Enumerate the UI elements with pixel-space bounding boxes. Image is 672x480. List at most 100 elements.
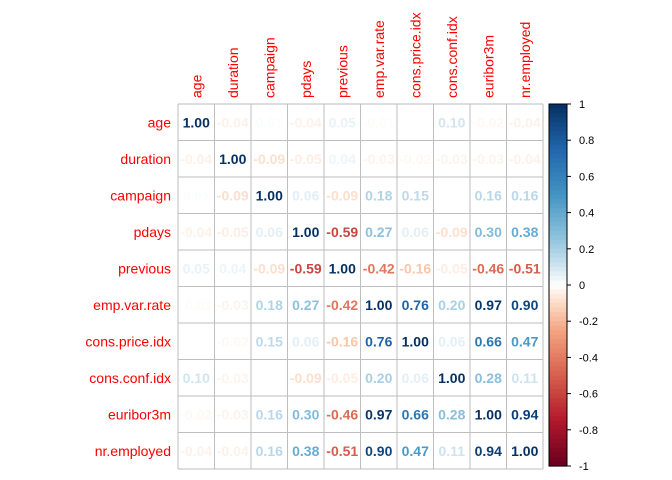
column-label-duration: duration [225, 47, 241, 98]
value-cons.price.idx-euribor3m: 0.66 [475, 333, 502, 349]
cell-nr.employed-euribor3m [470, 432, 507, 469]
colorbar-segment [549, 416, 567, 422]
cell-euribor3m-nr.employed [506, 396, 543, 433]
value-emp.var.rate-cons.price.idx: 0.76 [402, 297, 429, 313]
colorbar-segment [549, 357, 567, 363]
value-cons.price.idx-emp.var.rate: 0.76 [365, 333, 392, 349]
cell-cons.conf.idx-euribor3m [470, 359, 507, 396]
colorbar-segment [549, 407, 567, 413]
value-previous-pdays: -0.59 [290, 260, 322, 276]
cell-pdays-duration [214, 213, 251, 250]
cell-previous-pdays [287, 250, 324, 287]
cell-duration-cons.price.idx [397, 140, 434, 177]
value-previous-age: 0.05 [183, 260, 210, 276]
value-euribor3m-age: -0.02 [180, 406, 212, 422]
cell-values: 1.00 -0.04 0.01 -0.04 0.05 -0.01 0.00 0.10 -0.02… [180, 114, 541, 459]
value-nr.employed-cons.price.idx: 0.47 [402, 443, 429, 459]
colorbar-segment [549, 452, 567, 458]
value-euribor3m-cons.conf.idx: 0.28 [438, 406, 465, 422]
cell-euribor3m-age [178, 396, 215, 433]
value-emp.var.rate-pdays: 0.27 [292, 297, 319, 313]
colorbar-tick-label: 0 [579, 280, 585, 292]
cell-cons.price.idx-duration [214, 323, 251, 360]
colorbar-segment [549, 348, 567, 354]
cell-pdays-cons.conf.idx [433, 213, 470, 250]
cell-age-cons.conf.idx [433, 104, 470, 141]
row-label-emp.var.rate: emp.var.rate [93, 297, 171, 313]
value-emp.var.rate-previous: -0.42 [326, 297, 358, 313]
cell-age-duration [214, 104, 251, 141]
row-label-cons.conf.idx: cons.conf.idx [89, 370, 171, 386]
value-pdays-previous: -0.59 [326, 224, 358, 240]
value-campaign-pdays: 0.06 [292, 187, 319, 203]
colorbar-segment [549, 135, 567, 141]
cell-emp.var.rate-euribor3m [470, 286, 507, 323]
colorbar-segment [549, 434, 567, 440]
value-euribor3m-campaign: 0.16 [256, 406, 283, 422]
colorbar-segment [549, 221, 567, 227]
cell-age-age [178, 104, 215, 141]
row-label-previous: previous [118, 260, 171, 276]
value-cons.price.idx-previous: -0.16 [326, 333, 358, 349]
cell-campaign-campaign [251, 177, 288, 214]
value-age-previous: 0.05 [329, 114, 356, 130]
value-emp.var.rate-nr.employed: 0.90 [511, 297, 538, 313]
colorbar-tick-label: -0.8 [579, 425, 598, 437]
row-label-pdays: pdays [134, 224, 171, 240]
column-label-euribor3m: euribor3m [480, 35, 496, 98]
value-previous-emp.var.rate: -0.42 [363, 260, 395, 276]
cell-cons.conf.idx-nr.employed [506, 359, 543, 396]
value-age-duration: -0.04 [217, 114, 249, 130]
colorbar-segment [549, 429, 567, 435]
colorbar-segment [549, 239, 567, 245]
cell-emp.var.rate-nr.employed [506, 286, 543, 323]
colorbar-segment [549, 375, 567, 381]
colorbar-segment [549, 280, 567, 286]
colorbar-segment [549, 257, 567, 263]
colorbar-segment [549, 244, 567, 250]
row-labels: age duration campaign pdays previous emp.var.… [85, 114, 171, 459]
colorbar-tick-label: -0.2 [579, 316, 598, 328]
cell-emp.var.rate-emp.var.rate [360, 286, 397, 323]
colorbar-segment [549, 203, 567, 209]
cell-nr.employed-nr.employed [506, 432, 543, 469]
cell-cons.conf.idx-age [178, 359, 215, 396]
row-label-age: age [148, 114, 172, 130]
cell-nr.employed-previous [324, 432, 361, 469]
value-cons.conf.idx-emp.var.rate: 0.20 [365, 370, 392, 386]
value-cons.price.idx-age: 0.00 [183, 333, 210, 349]
colorbar-segment [549, 140, 567, 146]
colorbar-segment [549, 176, 567, 182]
value-cons.conf.idx-duration: -0.03 [217, 370, 249, 386]
value-cons.conf.idx-campaign: 0.00 [256, 370, 283, 386]
cell-cons.conf.idx-previous [324, 359, 361, 396]
colorbar-segment [549, 144, 567, 150]
value-euribor3m-nr.employed: 0.94 [511, 406, 538, 422]
value-pdays-campaign: 0.06 [256, 224, 283, 240]
value-age-nr.employed: -0.04 [509, 114, 541, 130]
colorbar-segment [549, 461, 567, 467]
value-campaign-cons.conf.idx: 0.00 [438, 187, 465, 203]
row-label-cons.price.idx: cons.price.idx [85, 333, 171, 349]
value-age-age: 1.00 [183, 114, 210, 130]
colorbar-segment [549, 149, 567, 155]
value-age-pdays: -0.04 [290, 114, 322, 130]
value-campaign-nr.employed: 0.16 [511, 187, 538, 203]
column-labels: age duration campaign pdays previous emp.var.… [188, 12, 533, 98]
column-label-campaign: campaign [261, 37, 277, 98]
value-campaign-emp.var.rate: 0.18 [365, 187, 392, 203]
value-emp.var.rate-emp.var.rate: 1.00 [365, 297, 392, 313]
cell-age-euribor3m [470, 104, 507, 141]
cell-cons.conf.idx-duration [214, 359, 251, 396]
value-campaign-euribor3m: 0.16 [475, 187, 502, 203]
value-euribor3m-pdays: 0.30 [292, 406, 319, 422]
cell-euribor3m-emp.var.rate [360, 396, 397, 433]
colorbar-segment [549, 131, 567, 137]
value-euribor3m-cons.price.idx: 0.66 [402, 406, 429, 422]
cell-duration-campaign [251, 140, 288, 177]
value-euribor3m-euribor3m: 1.00 [475, 406, 502, 422]
colorbar-segment [549, 366, 567, 372]
cell-pdays-euribor3m [470, 213, 507, 250]
colorbar-segment [549, 352, 567, 358]
cell-cons.price.idx-cons.conf.idx [433, 323, 470, 360]
